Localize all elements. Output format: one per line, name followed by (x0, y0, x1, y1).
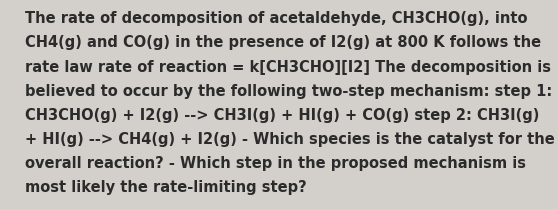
Text: rate law rate of reaction = k[CH3CHO][I2] The decomposition is: rate law rate of reaction = k[CH3CHO][I2… (25, 60, 551, 75)
Text: CH4(g) and CO(g) in the presence of I2(g) at 800 K follows the: CH4(g) and CO(g) in the presence of I2(g… (25, 36, 541, 51)
Text: overall reaction? - Which step in the proposed mechanism is: overall reaction? - Which step in the pr… (25, 156, 526, 171)
Text: CH3CHO(g) + I2(g) --> CH3I(g) + HI(g) + CO(g) step 2: CH3I(g): CH3CHO(g) + I2(g) --> CH3I(g) + HI(g) + … (25, 108, 539, 123)
Text: believed to occur by the following two-step mechanism: step 1:: believed to occur by the following two-s… (25, 84, 552, 99)
Text: The rate of decomposition of acetaldehyde, CH3CHO(g), into: The rate of decomposition of acetaldehyd… (25, 11, 527, 26)
Text: + HI(g) --> CH4(g) + I2(g) - Which species is the catalyst for the: + HI(g) --> CH4(g) + I2(g) - Which speci… (25, 132, 555, 147)
Text: most likely the rate-limiting step?: most likely the rate-limiting step? (25, 181, 306, 195)
